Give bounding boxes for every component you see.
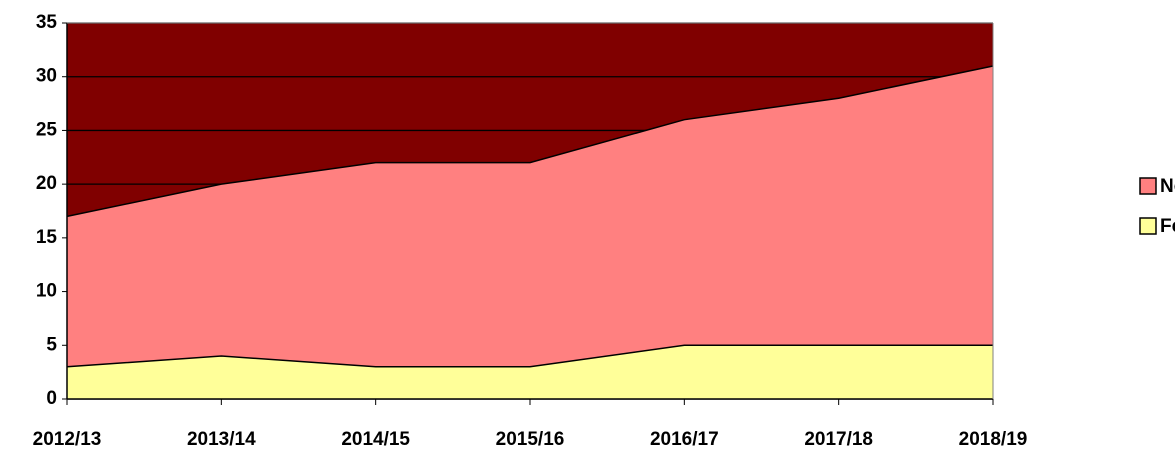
legend-label: Férfi bbox=[1160, 216, 1175, 237]
y-tick-label: 35 bbox=[36, 12, 58, 33]
x-tick-label: 2014/15 bbox=[341, 429, 410, 450]
y-tick-label: 30 bbox=[36, 66, 57, 87]
area bbox=[67, 65, 993, 367]
y-tick-label: 25 bbox=[36, 119, 58, 140]
legend-swatch bbox=[1139, 217, 1157, 235]
area-line bbox=[66, 344, 993, 368]
x-tick-label: 2012/13 bbox=[33, 429, 102, 450]
area-line bbox=[66, 65, 994, 218]
x-tick-label: 2015/16 bbox=[496, 429, 565, 450]
x-tick-label: 2016/17 bbox=[650, 429, 719, 450]
legend-swatch bbox=[1139, 177, 1157, 195]
legend-label: Nő bbox=[1160, 176, 1175, 197]
area bbox=[67, 345, 993, 399]
y-tick-label: 10 bbox=[36, 281, 57, 302]
x-tick-label: 2013/14 bbox=[187, 429, 256, 450]
x-tick-label: 2017/18 bbox=[804, 429, 873, 450]
y-tick-label: 5 bbox=[46, 334, 57, 355]
y-tick-label: 20 bbox=[36, 173, 57, 194]
y-tick-label: 0 bbox=[46, 388, 57, 409]
y-tick-label: 15 bbox=[36, 227, 58, 248]
x-tick-label: 2018/19 bbox=[959, 429, 1028, 450]
